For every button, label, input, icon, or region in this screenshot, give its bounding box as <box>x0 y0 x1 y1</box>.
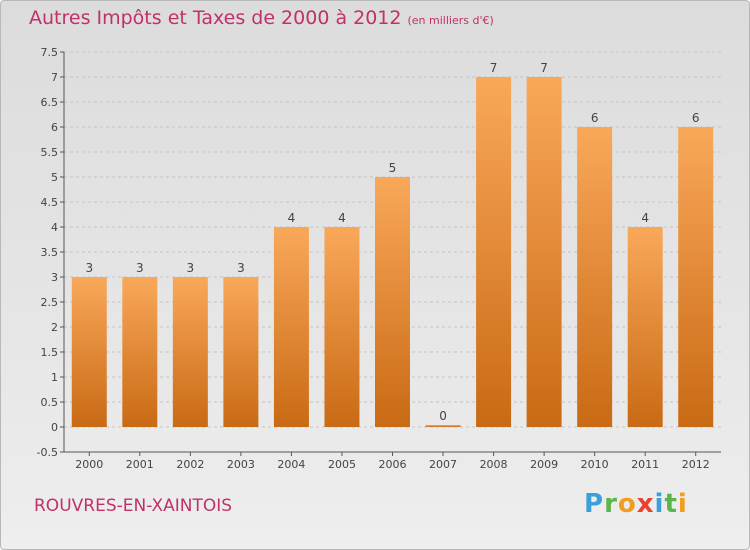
x-tick-label: 2003 <box>227 458 255 471</box>
data-labels: 3 3 3 3 4 4 5 0 7 7 6 4 6 <box>85 61 699 423</box>
bars <box>71 77 714 427</box>
proxiti-logo: Proxiti <box>584 489 688 519</box>
commune-name: ROUVRES-EN-XAINTOIS <box>34 496 233 516</box>
chart-title: Autres Impôts et Taxes de 2000 à 2012 (en… <box>29 7 494 29</box>
logo-letter: i <box>654 489 665 519</box>
chart-title-text: Autres Impôts et Taxes de 2000 à 2012 <box>29 7 402 29</box>
y-tick-label: 2 <box>51 321 58 334</box>
logo-letter: t <box>664 489 678 519</box>
y-tick-label: 7.5 <box>41 46 59 59</box>
y-tick-label: 5 <box>51 171 58 184</box>
bar <box>526 77 562 427</box>
y-tick-label: 4.5 <box>41 196 59 209</box>
bar <box>122 277 158 427</box>
x-tick-label: 2000 <box>75 458 103 471</box>
logo-letter: i <box>677 489 688 519</box>
data-label: 6 <box>692 111 700 125</box>
x-tick-label: 2012 <box>682 458 710 471</box>
y-tick-label: 1.5 <box>41 346 59 359</box>
data-label: 0 <box>439 409 447 423</box>
chart-subtitle: (en milliers d'€) <box>407 14 494 27</box>
x-tick-label: 2007 <box>429 458 457 471</box>
y-tick-label: 1 <box>51 371 58 384</box>
axes: -0.5 0 0.5 1 1.5 2 2.5 3 3.5 4 4.5 5 5.5 6 6.5 7 7.5 2000… <box>37 46 721 471</box>
data-label: 7 <box>540 61 548 75</box>
bar <box>577 127 613 427</box>
data-label: 5 <box>389 161 397 175</box>
x-tick-label: 2002 <box>176 458 204 471</box>
logo-letter: r <box>604 489 618 519</box>
data-label: 4 <box>288 211 296 225</box>
bar <box>324 227 360 427</box>
bar <box>375 177 410 427</box>
x-tick-label: 2010 <box>581 458 609 471</box>
data-label: 3 <box>187 261 195 275</box>
x-tick-label: 2006 <box>379 458 407 471</box>
bar <box>678 127 714 427</box>
data-label: 6 <box>591 111 599 125</box>
data-label: 3 <box>136 261 144 275</box>
y-tick-label: 2.5 <box>41 296 59 309</box>
logo-letter: P <box>584 489 605 519</box>
logo-letter: x <box>636 489 655 519</box>
bar <box>71 277 107 427</box>
bar <box>273 227 309 427</box>
bar <box>172 277 208 427</box>
y-tick-label: 4 <box>51 221 58 234</box>
logo-letter: o <box>617 489 637 519</box>
y-tick-label: 6.5 <box>41 96 59 109</box>
x-tick-label: 2009 <box>530 458 558 471</box>
data-label: 4 <box>641 211 649 225</box>
x-tick-label: 2011 <box>631 458 659 471</box>
y-tick-label: -0.5 <box>37 446 58 459</box>
y-tick-label: 5.5 <box>41 146 59 159</box>
bar <box>476 77 512 427</box>
y-tick-label: 7 <box>51 71 58 84</box>
y-tick-label: 3.5 <box>41 246 59 259</box>
y-tick-label: 0.5 <box>41 396 59 409</box>
data-label: 3 <box>237 261 245 275</box>
bar <box>627 227 663 427</box>
y-tick-label: 3 <box>51 271 58 284</box>
data-label: 4 <box>338 211 346 225</box>
x-tick-label: 2001 <box>126 458 154 471</box>
y-tick-label: 6 <box>51 121 58 134</box>
data-label: 7 <box>490 61 498 75</box>
x-tick-label: 2008 <box>480 458 508 471</box>
bar <box>223 277 259 427</box>
x-tick-label: 2005 <box>328 458 356 471</box>
x-tick-label: 2004 <box>277 458 305 471</box>
y-tick-label: 0 <box>51 421 58 434</box>
data-label: 3 <box>85 261 93 275</box>
bar <box>425 425 461 427</box>
